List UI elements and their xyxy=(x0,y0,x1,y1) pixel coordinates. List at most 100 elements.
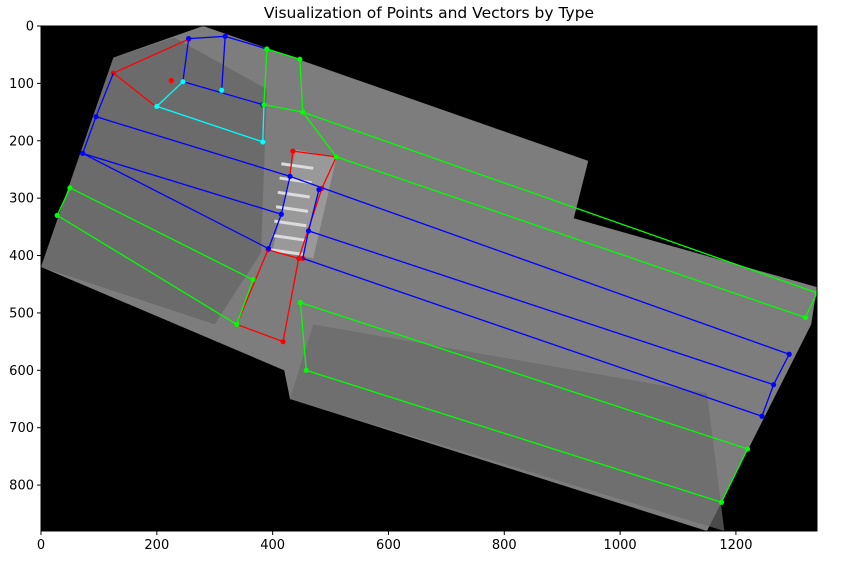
data-point xyxy=(93,114,99,120)
crosswalk-image-area xyxy=(272,149,337,259)
data-point xyxy=(234,321,240,328)
data-point xyxy=(802,314,809,321)
trees-lower-image-area xyxy=(290,324,725,531)
vector-segment xyxy=(302,257,763,417)
x-tick-label: 400 xyxy=(260,538,285,553)
vector-segment xyxy=(267,214,282,249)
data-point xyxy=(300,109,306,115)
vector-segment xyxy=(307,189,320,232)
x-tick-label: 1000 xyxy=(604,538,637,553)
y-axis: 0 100 200 300 400 500 600 700 800 xyxy=(9,20,41,494)
data-point xyxy=(264,46,270,52)
data-point xyxy=(297,56,303,62)
crosswalk-stripe xyxy=(281,162,314,170)
vector-segment xyxy=(156,105,264,143)
vector-segment xyxy=(69,187,254,281)
data-point xyxy=(222,33,228,39)
vector-segment xyxy=(236,323,284,343)
vector-segment xyxy=(182,38,190,82)
vector-segment xyxy=(761,384,775,417)
crosswalk-stripe xyxy=(270,248,303,256)
plot-area xyxy=(41,26,817,531)
vector-segment xyxy=(95,116,291,177)
trees-image-area xyxy=(41,37,267,325)
vector-segment xyxy=(156,81,184,107)
y-tick-label: 200 xyxy=(9,134,34,149)
vector-segment xyxy=(306,369,722,503)
vector-segment xyxy=(112,72,157,107)
background-image xyxy=(41,26,817,531)
vector-segment xyxy=(289,175,790,355)
vector-segment xyxy=(221,36,226,91)
data-point xyxy=(786,351,792,357)
vector-segment xyxy=(302,111,817,294)
data-point xyxy=(219,87,225,93)
data-point xyxy=(250,277,256,283)
data-point xyxy=(154,103,160,109)
vector-segment xyxy=(299,302,307,371)
data-point xyxy=(316,186,322,193)
y-tick-label: 700 xyxy=(9,421,34,436)
data-point xyxy=(67,185,73,191)
data-point xyxy=(303,367,309,373)
data-point xyxy=(297,300,304,306)
data-point xyxy=(280,339,286,345)
data-point xyxy=(54,212,60,218)
vector-segment xyxy=(280,176,291,215)
vector-segment xyxy=(299,59,304,113)
y-tick-label: 600 xyxy=(9,364,34,379)
crosswalk-stripe xyxy=(272,233,305,242)
data-point xyxy=(287,173,293,179)
vector-segment xyxy=(263,48,268,105)
marks-layer xyxy=(54,33,817,505)
x-axis: 0 200 400 600 800 1000 1200 xyxy=(37,531,752,553)
series-2 xyxy=(154,79,266,145)
crosswalk-stripe xyxy=(277,190,310,199)
vector-segment xyxy=(263,103,303,113)
y-tick-label: 800 xyxy=(9,479,34,494)
y-tick-label: 0 xyxy=(26,20,34,35)
vector-segment xyxy=(236,249,269,325)
vector-segment xyxy=(188,35,226,40)
vector-segment xyxy=(236,279,254,325)
vector-segment xyxy=(95,72,114,117)
x-tick-label: 600 xyxy=(376,538,401,553)
x-tick-label: 1200 xyxy=(719,538,752,553)
series-1 xyxy=(80,33,792,419)
vector-segment xyxy=(282,258,300,342)
data-point xyxy=(718,499,725,505)
y-tick-label: 100 xyxy=(9,77,34,92)
data-point xyxy=(759,413,765,419)
vector-segment xyxy=(321,156,337,189)
vector-segment xyxy=(302,230,310,259)
vector-segment xyxy=(266,48,301,60)
data-point xyxy=(814,290,817,296)
data-point xyxy=(168,77,174,84)
vector-segment xyxy=(113,38,189,74)
x-tick-label: 200 xyxy=(144,538,169,553)
data-point xyxy=(261,102,267,108)
data-point xyxy=(296,255,302,262)
vector-segment xyxy=(82,152,282,215)
vector-segment xyxy=(772,353,790,385)
vector-segment xyxy=(56,187,71,216)
vector-segment xyxy=(302,111,337,158)
data-point xyxy=(290,148,296,154)
y-tick-label: 400 xyxy=(9,249,34,264)
series-3 xyxy=(54,46,817,505)
data-point xyxy=(305,228,312,234)
data-point xyxy=(80,150,86,156)
vector-segment xyxy=(300,301,748,450)
x-tick-label: 800 xyxy=(492,538,517,553)
vector-segment xyxy=(267,249,299,260)
vector-segment xyxy=(182,81,263,106)
vector-segment xyxy=(224,35,268,50)
y-tick-label: 500 xyxy=(9,306,34,321)
vector-segment xyxy=(336,156,806,319)
y-tick-label: 300 xyxy=(9,192,34,207)
x-tick-label: 0 xyxy=(37,538,45,553)
data-point xyxy=(186,36,192,42)
data-point xyxy=(260,139,266,145)
crosswalk-stripe xyxy=(274,219,307,228)
